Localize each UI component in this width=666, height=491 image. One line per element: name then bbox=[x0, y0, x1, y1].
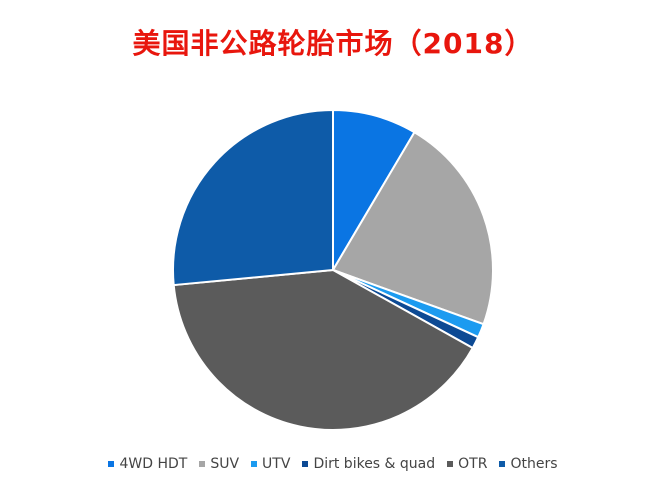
legend-item: 4WD HDT bbox=[108, 456, 187, 472]
legend-item: OTR bbox=[447, 456, 487, 472]
legend-swatch bbox=[199, 461, 206, 467]
legend-label: 4WD HDT bbox=[119, 456, 188, 472]
pie-slice-4wd-hdt bbox=[332, 109, 416, 271]
legend-swatch bbox=[447, 461, 454, 467]
legend-label: Dirt bikes & quad bbox=[313, 456, 436, 472]
legend: 4WD HDT SUV UTV Dirt bikes & quad OTR Others bbox=[0, 456, 666, 472]
legend-swatch bbox=[499, 461, 506, 467]
chart-title: 美国非公路轮胎市场（2018） bbox=[132, 27, 534, 60]
pie-slice-otr bbox=[172, 269, 474, 431]
pie-slice-suv bbox=[332, 131, 494, 326]
legend-swatch bbox=[108, 461, 115, 467]
legend-item: Others bbox=[499, 456, 558, 472]
pie-slice-others bbox=[172, 109, 334, 287]
legend-label: SUV bbox=[210, 456, 240, 472]
legend-item: SUV bbox=[199, 456, 239, 472]
legend-item: Dirt bikes & quad bbox=[302, 456, 435, 472]
pie-slices bbox=[172, 109, 494, 431]
pie-chart bbox=[172, 109, 494, 431]
legend-label: UTV bbox=[262, 456, 291, 472]
legend-label: OTR bbox=[458, 456, 488, 472]
legend-swatch bbox=[302, 461, 309, 467]
legend-label: Others bbox=[510, 456, 558, 472]
legend-item: UTV bbox=[251, 456, 290, 472]
legend-swatch bbox=[251, 461, 258, 467]
